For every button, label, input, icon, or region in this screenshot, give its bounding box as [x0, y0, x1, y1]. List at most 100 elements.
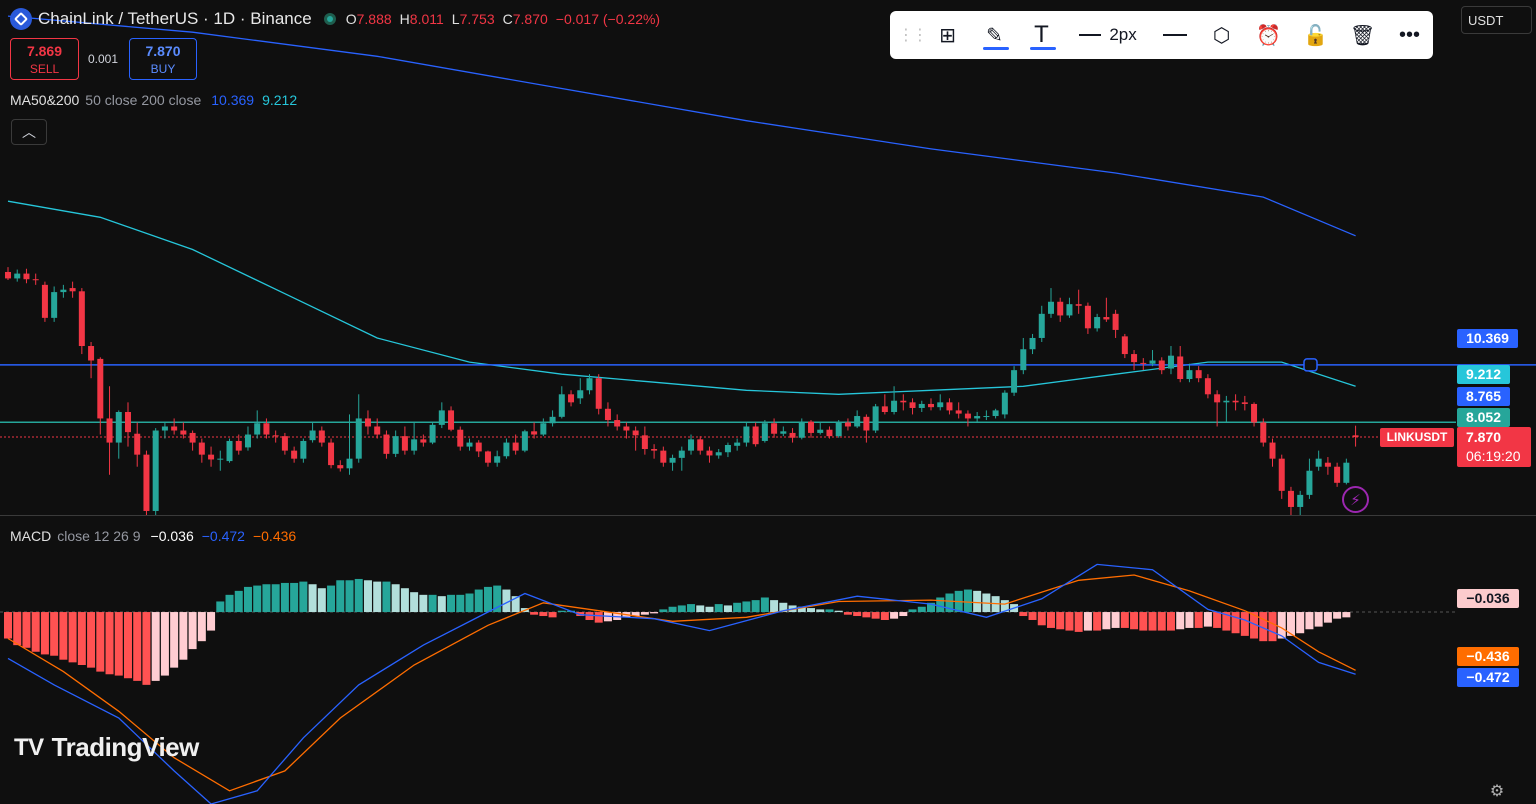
line-width-label: 2px [1109, 25, 1137, 44]
macd-hist-bar [317, 588, 326, 613]
candle-body [568, 394, 575, 403]
chart-settings-icon[interactable]: ⚙ [1489, 783, 1505, 800]
settings-button[interactable]: ⬡ [1198, 11, 1245, 59]
candle-body [124, 412, 131, 433]
macd-hist-bar [243, 586, 252, 613]
macd-hist-bar [400, 588, 409, 613]
candle-body [337, 465, 344, 469]
candle-body [14, 273, 21, 279]
lightning-icon[interactable]: ⚡ [1342, 486, 1369, 513]
hexagon-settings-icon: ⬡ [1212, 24, 1231, 47]
candle-body [328, 442, 335, 466]
price-chart[interactable] [0, 0, 1536, 515]
symbol-title[interactable]: ChainLink / TetherUS · 1D · Binance [38, 9, 312, 28]
candle-body [475, 442, 482, 452]
macd-hist-bar [594, 612, 603, 623]
candle-body [1306, 470, 1313, 495]
macd-hist-bar [363, 580, 372, 613]
templates-button[interactable]: ⊞ [924, 11, 971, 59]
macd-hist-bar [31, 612, 40, 652]
macd-hist-bar [890, 612, 899, 619]
macd-hist-bar [816, 609, 825, 613]
candle-body [512, 442, 519, 451]
candle-body [97, 358, 104, 419]
candle-body [946, 402, 953, 411]
line-width-button[interactable]: 2px [1065, 11, 1151, 59]
candle-body [835, 422, 842, 437]
signal-line [7, 574, 1356, 792]
candle-body [1287, 490, 1294, 507]
macd-hist-bar [530, 612, 539, 615]
chainlink-logo-icon [10, 8, 32, 30]
line-style-button[interactable] [1151, 11, 1198, 59]
candle-body [484, 451, 491, 463]
sell-label: SELL [29, 62, 60, 76]
macd-hist-bar [1102, 612, 1111, 630]
delete-button[interactable]: 🗑 [1339, 11, 1386, 59]
candle-body [1167, 355, 1174, 369]
macd-hist-bar [511, 596, 520, 613]
candle-body [1121, 336, 1128, 355]
macd-hist-bar [1231, 612, 1240, 634]
candle-body [161, 426, 168, 431]
more-button[interactable]: ••• [1386, 11, 1433, 59]
macd-hist-bar [1176, 612, 1185, 630]
candle-body [1278, 458, 1285, 491]
macd-indicator-params: close 12 26 9 [57, 528, 141, 544]
lock-button[interactable]: 🔓 [1292, 11, 1339, 59]
candle-body [595, 378, 602, 409]
macd-hist-bar [373, 581, 382, 613]
macd-hist-bar [197, 612, 206, 642]
pane-divider[interactable] [0, 515, 1536, 516]
macd-legend[interactable]: MACD close 12 26 9 −0.036 −0.472 −0.436 [10, 528, 296, 544]
macd-hist-bar [13, 612, 22, 646]
collapse-legend-button[interactable]: ︿ [11, 119, 47, 145]
tradingview-logo[interactable]: TV TradingView [14, 732, 199, 763]
candle-body [1297, 494, 1304, 507]
candle-body [1038, 313, 1045, 338]
macd-hist-bar [456, 594, 465, 613]
macd-hist-bar [493, 585, 502, 613]
candle-body [798, 421, 805, 438]
macd-chart[interactable] [0, 516, 1536, 804]
candle-body [300, 440, 307, 459]
macd-hist-bar [871, 612, 880, 619]
candle-body [1066, 304, 1073, 316]
text-color-button[interactable]: T [1018, 11, 1065, 59]
candle-body [32, 279, 39, 281]
macd-hist-bar [1139, 612, 1148, 631]
buy-button[interactable]: 7.870 BUY [129, 38, 197, 80]
candle-body [937, 402, 944, 408]
candle-body [392, 436, 399, 454]
macd-hist-bar [133, 612, 142, 681]
line-color-button[interactable]: ✎ [971, 11, 1018, 59]
macd-hist-bar [1286, 612, 1295, 636]
macd-hist-bar [723, 605, 732, 613]
macd-hist-bar [59, 612, 68, 660]
sell-button[interactable]: 7.869 SELL [10, 38, 79, 80]
currency-selector[interactable]: USDT [1461, 6, 1532, 34]
macd-hist-bar [696, 605, 705, 613]
macd-hist-bar [705, 606, 714, 613]
candle-body [761, 423, 768, 441]
candle-body [697, 439, 704, 451]
macd-hist-bar [253, 585, 262, 613]
candle-body [678, 450, 685, 458]
candle-body [1232, 400, 1239, 403]
ma-legend[interactable]: MA50&200 50 close 200 close 10.369 9.212 [10, 92, 297, 108]
macd-hist-bar [234, 590, 243, 613]
macd-hist-bar [68, 612, 77, 663]
candle-body [217, 458, 224, 460]
macd-hist-bar [1000, 600, 1009, 613]
add-alert-button[interactable]: ⏰ [1245, 11, 1292, 59]
ohlc-close: C7.870 [502, 11, 548, 27]
pencil-icon: ✎ [986, 24, 1003, 47]
candle-body [789, 432, 796, 438]
candle-body [69, 288, 76, 292]
macd-hist-bar [170, 612, 179, 668]
candle-body [503, 442, 510, 457]
macd-hist-bar [1157, 612, 1166, 631]
macd-hist-bar [410, 592, 419, 613]
macd-hist-bar [123, 612, 132, 679]
drag-handle-icon[interactable]: ⋮⋮ [898, 27, 928, 44]
